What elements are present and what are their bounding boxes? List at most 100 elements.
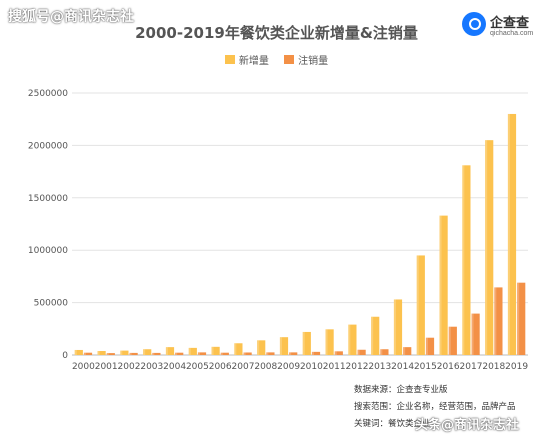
bar-cancel-2011 bbox=[334, 351, 343, 355]
bar-new-2010 bbox=[302, 331, 311, 355]
footer-source-value: 企查查专业版 bbox=[396, 385, 448, 395]
x-tick-label: 2002 bbox=[118, 362, 141, 372]
bar-cancel-2008 bbox=[266, 352, 275, 355]
legend-item-new: 新增量 bbox=[224, 52, 269, 67]
legend-label-new: 新增量 bbox=[238, 56, 269, 67]
x-tick-label: 2008 bbox=[254, 362, 277, 372]
bar-new-2005 bbox=[188, 347, 197, 355]
bar-cancel-2010 bbox=[311, 351, 321, 355]
bar-highlight-2016 bbox=[439, 215, 442, 355]
bar-highlight-2010 bbox=[302, 331, 305, 355]
footer-source: 数据来源：企查查专业版 bbox=[354, 382, 516, 399]
chart-title: 2000-2019年餐饮类企业新增量&注销量 bbox=[135, 24, 418, 42]
footer-source-label: 数据来源： bbox=[354, 385, 397, 395]
bar-cancel-2013 bbox=[380, 349, 389, 355]
bar-highlight-2009 bbox=[279, 337, 282, 355]
bar-cancel-2007 bbox=[243, 352, 252, 355]
bar-highlight-2000 bbox=[74, 349, 77, 355]
bar-cancel-2019 bbox=[517, 282, 526, 355]
footer-scope-label: 搜索范围： bbox=[354, 402, 397, 412]
chart-legend: 新增量 注销量 bbox=[0, 52, 553, 67]
bar-highlight-2009 bbox=[289, 352, 292, 355]
x-tick-label: 2009 bbox=[277, 362, 300, 372]
bar-highlight-2013 bbox=[371, 316, 374, 355]
bar-highlight-2010 bbox=[311, 351, 314, 355]
bar-highlight-2017 bbox=[471, 313, 474, 355]
legend-item-cancel: 注销量 bbox=[284, 52, 328, 67]
bar-cancel-2006 bbox=[220, 352, 229, 355]
footer-keyword-label: 关键词： bbox=[354, 419, 389, 429]
bar-highlight-2007 bbox=[234, 343, 237, 355]
bar-highlight-2012 bbox=[348, 324, 351, 355]
chart-footer: 数据来源：企查查专业版 搜索范围：企业名称，经营范围，品牌产品 关键词：餐饮类企… bbox=[354, 382, 516, 433]
y-tick-label: 1000000 bbox=[28, 246, 68, 256]
x-tick-label: 2001 bbox=[95, 362, 118, 372]
x-tick-label: 2012 bbox=[346, 362, 369, 372]
bar-highlight-2015 bbox=[425, 337, 428, 355]
bar-highlight-2003 bbox=[152, 352, 155, 355]
bar-highlight-2004 bbox=[175, 352, 178, 355]
bar-highlight-2013 bbox=[380, 349, 383, 355]
bar-new-2019 bbox=[507, 113, 517, 356]
bar-cancel-2001 bbox=[106, 353, 115, 355]
bar-highlight-2006 bbox=[211, 346, 214, 355]
bar-highlight-2015 bbox=[416, 255, 419, 355]
y-tick-label: 2000000 bbox=[28, 141, 68, 151]
bar-highlight-2018 bbox=[485, 140, 488, 355]
x-tick-label: 2005 bbox=[186, 362, 209, 372]
bar-highlight-2008 bbox=[266, 352, 269, 355]
bar-cancel-2017 bbox=[471, 313, 480, 355]
bar-cancel-2012 bbox=[357, 349, 366, 355]
legend-swatch-new bbox=[224, 55, 235, 64]
logo-icon bbox=[462, 12, 486, 36]
bar-new-2003 bbox=[143, 349, 152, 355]
bar-new-2000 bbox=[74, 349, 83, 355]
bar-highlight-2014 bbox=[403, 347, 406, 355]
x-tick-label: 2018 bbox=[482, 362, 505, 372]
x-tick-label: 2013 bbox=[368, 362, 391, 372]
x-tick-label: 2015 bbox=[414, 362, 437, 372]
bar-highlight-2001 bbox=[106, 353, 109, 355]
footer-keyword-value: 餐饮类企业 bbox=[388, 419, 431, 429]
bar-highlight-2008 bbox=[257, 340, 260, 355]
bar-new-2006 bbox=[211, 346, 220, 355]
bar-highlight-2001 bbox=[97, 351, 100, 355]
x-tick-label: 2016 bbox=[437, 362, 460, 372]
x-tick-label: 2014 bbox=[391, 362, 414, 372]
bar-new-2012 bbox=[348, 324, 357, 355]
bar-highlight-2007 bbox=[243, 352, 246, 355]
bar-cancel-2018 bbox=[494, 287, 503, 355]
x-tick-label: 2011 bbox=[323, 362, 346, 372]
bar-cancel-2004 bbox=[175, 352, 184, 355]
bar-new-2018 bbox=[485, 140, 494, 355]
bar-highlight-2002 bbox=[129, 352, 132, 355]
y-tick-label: 2500000 bbox=[28, 89, 68, 99]
bar-highlight-2011 bbox=[334, 351, 337, 355]
x-tick-label: 2003 bbox=[140, 362, 163, 372]
y-tick-label: 1500000 bbox=[28, 194, 68, 204]
legend-label-cancel: 注销量 bbox=[298, 56, 329, 67]
bar-cancel-2000 bbox=[83, 352, 93, 355]
y-tick-label: 500000 bbox=[34, 299, 69, 309]
company-logo: 企查查 qichacha.com bbox=[462, 12, 550, 44]
x-tick-label: 2007 bbox=[232, 362, 255, 372]
bar-new-2016 bbox=[439, 215, 448, 355]
bar-cancel-2009 bbox=[289, 352, 298, 355]
footer-scope-value: 企业名称，经营范围，品牌产品 bbox=[396, 402, 516, 412]
bar-new-2013 bbox=[371, 316, 380, 355]
bar-new-2011 bbox=[325, 329, 334, 355]
bar-new-2008 bbox=[257, 340, 266, 355]
x-tick-label: 2006 bbox=[209, 362, 232, 372]
y-tick-label: 0 bbox=[62, 351, 68, 361]
legend-swatch-cancel bbox=[284, 55, 295, 64]
watermark-bottom: 头条@商讯杂志社 bbox=[415, 418, 520, 433]
footer-scope: 搜索范围：企业名称，经营范围，品牌产品 bbox=[354, 399, 516, 416]
bar-highlight-2017 bbox=[462, 165, 465, 355]
bar-new-2004 bbox=[165, 347, 175, 355]
bar-highlight-2000 bbox=[83, 352, 86, 355]
bar-highlight-2005 bbox=[188, 347, 191, 355]
bar-cancel-2016 bbox=[448, 326, 457, 355]
bar-cancel-2003 bbox=[152, 352, 161, 355]
bar-highlight-2018 bbox=[494, 287, 497, 355]
